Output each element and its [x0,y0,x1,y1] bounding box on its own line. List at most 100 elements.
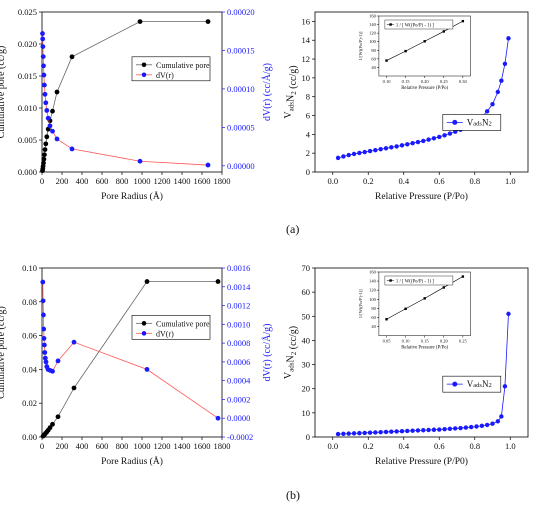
inset-point [385,318,388,321]
y-axis-label: VadsN2 (cc/g) [283,65,299,118]
data-point [205,19,211,24]
inset-point [461,275,465,278]
data-point [40,54,46,60]
inset-x-tick-label: 0.10 [402,339,411,344]
data-point [442,426,447,432]
data-point [421,428,426,433]
data-point [399,429,405,434]
data-point [357,150,362,156]
data-point [437,427,442,432]
data-point [346,152,351,158]
legend-marker [452,381,458,387]
data-point [506,311,511,317]
y-axis-label: VadsN2 (cc/g) [283,326,299,379]
data-point [479,423,485,428]
legend-label-part: 2 [488,120,491,127]
data-point [50,108,55,114]
y2-tick-label: 0.00015 [227,45,255,55]
data-point [346,431,351,436]
data-point [431,427,437,432]
data-point [50,128,55,134]
x-tick-label: 0.8 [469,176,480,186]
series-line-0 [42,281,218,437]
y2-tick-label: -0.0002 [227,432,253,442]
y2-tick-label: 0.0012 [227,301,250,311]
series-line-0 [42,21,208,171]
inset-point [404,307,407,310]
inset-point [423,297,426,300]
data-point [431,136,437,141]
y-tick-label: 8 [306,92,310,102]
legend-label-part: 2 [488,382,491,389]
data-point [44,108,50,113]
data-point [55,358,61,364]
legend-label: VadsN2 [467,117,492,127]
inset-y-tick-label: 80 [371,306,376,311]
data-point [415,428,421,433]
inset-x-tick-label: 0.25 [440,79,449,84]
y-tick-label: 50 [302,311,311,321]
data-point [389,429,394,434]
chart-a-left: 0 200 400 600 800 1000 1200 1400 1600 1800 0.000 0.… [0,7,273,202]
inset-y-tick-label: 100 [369,39,377,44]
inset-point [461,19,465,23]
x-tick-label: 0.8 [469,441,480,451]
legend-marker [141,331,147,336]
y2-tick-label: 0.0010 [227,319,250,329]
inset-point [442,286,445,289]
y2-tick-label: 0.0016 [227,263,250,273]
chart-b-left: 0 200 400 600 800 1000 1200 1400 1600 1800 0.00 0.0… [0,263,273,467]
data-point [40,44,46,50]
y-tick-label: 0 [306,432,310,442]
x-tick-label: 1.0 [505,176,516,186]
y2-axis-label: dV(r) (cc/Å/g) [261,323,273,381]
inset-point [404,49,407,53]
data-point [357,430,362,436]
legend-marker [452,119,458,125]
data-point [415,139,421,145]
series-line-1 [42,282,219,419]
x-tick-label: 1.0 [505,441,516,451]
y-tick-label: 0.025 [18,7,37,17]
x-tick-label: 0.6 [434,176,445,186]
data-point [47,425,53,431]
y-tick-label: 0 [306,167,310,177]
data-point [458,425,463,431]
data-point [383,146,389,151]
data-point [40,36,46,42]
inset-point [442,30,445,33]
data-point [405,142,410,147]
data-point [54,136,60,142]
legend-label-part: N [482,379,489,389]
legend-box [442,375,502,393]
x-tick-label: 1200 [154,441,171,451]
data-point [42,147,48,153]
inset-y-label: 1/[W((Po/P)-1)] [358,31,363,60]
inset-point [423,40,426,43]
label-part: ads [288,362,296,372]
x-tick-label: 1000 [134,441,151,451]
data-point [378,147,383,152]
legend-label: dV(r) [156,329,174,338]
x-tick-label: 1600 [194,441,211,451]
y-tick-label: 0.04 [22,364,38,374]
data-point [421,138,426,144]
inset-chart: 0.05 0.10 0.15 0.20 0.25 40 60 80 100 120 140 160 Re… [358,270,471,351]
data-point [40,31,45,36]
data-point [42,91,48,97]
plot-frame [314,11,529,173]
inset-legend-marker [389,23,392,26]
inset-y-tick-label: 60 [371,315,376,320]
data-point [495,419,501,424]
data-point [137,19,143,24]
data-point [41,312,46,318]
legend-label: VadsN2 [467,379,492,389]
x-tick-label: 0.2 [363,176,374,186]
y-tick-label: 0.08 [22,297,37,307]
legend-label: dV(r) [156,71,174,80]
x-tick-label: 1600 [194,176,211,186]
data-point [502,384,508,389]
inset-x-label: Relative Pressure (P/Po) [401,86,448,91]
x-axis-label: Pore Radius (Å) [101,190,163,202]
data-point [447,131,453,136]
